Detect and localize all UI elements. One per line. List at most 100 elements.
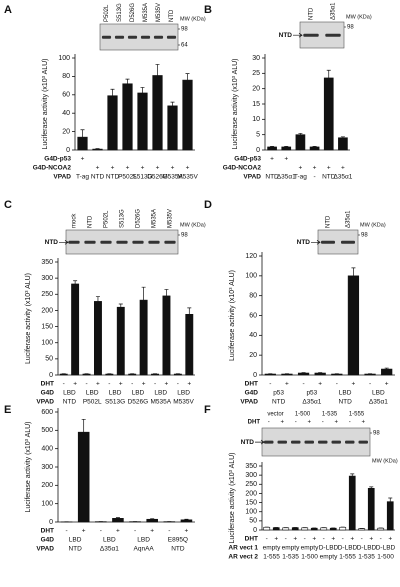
row-value: Δ35α1 <box>277 174 296 181</box>
row-label: G4D-p53 <box>44 156 71 163</box>
row-label: G4D-p53 <box>234 156 261 163</box>
error-bar <box>284 145 289 147</box>
y-tick-label: 0 <box>253 372 257 379</box>
gel-band <box>114 35 125 39</box>
bar <box>185 314 194 376</box>
bar <box>291 527 299 531</box>
bar <box>77 136 88 151</box>
band-arrow <box>255 439 265 445</box>
y-tick-label: 200 <box>245 490 257 497</box>
bar <box>137 92 148 151</box>
gel-band <box>318 440 328 444</box>
lane-label: S513G <box>120 209 126 228</box>
row-value: - <box>85 381 87 388</box>
lane-label: Δ35α1 <box>346 210 352 228</box>
y-tick-label: 20 <box>62 128 70 135</box>
row-value: Δ35α1 <box>333 174 352 181</box>
lane-label: M535A <box>152 209 158 228</box>
bar <box>146 518 158 523</box>
row-value: NTD <box>68 546 82 553</box>
row-value: T-ag <box>76 174 89 181</box>
lane-label: M535V <box>156 3 162 22</box>
y-tick-label: 250 <box>41 291 53 298</box>
error-bar <box>140 87 145 93</box>
gel-band <box>132 240 144 244</box>
gel-band <box>148 240 160 244</box>
row-value: + <box>141 165 145 172</box>
row-value: - <box>177 381 179 388</box>
lane-label: D526G <box>136 209 142 228</box>
gel-band <box>68 240 80 244</box>
error-bar <box>298 133 303 135</box>
row-value: M535V <box>177 174 198 181</box>
dht-value: + <box>307 420 311 426</box>
dht-value: + <box>361 420 365 426</box>
error-bar <box>270 145 275 147</box>
row-value: empty <box>282 545 300 552</box>
bar <box>263 526 271 531</box>
row-value: LBD <box>69 537 82 544</box>
panel-label: C <box>4 199 12 211</box>
error-bar <box>164 289 169 296</box>
band-arrow <box>59 240 69 245</box>
bar <box>152 75 163 151</box>
y-tick-label: 50 <box>249 518 257 525</box>
band-arrow <box>293 32 303 38</box>
gel-band <box>325 33 341 37</box>
row-value: - <box>108 381 110 388</box>
gel-band <box>341 240 355 244</box>
bar <box>180 519 193 523</box>
band-arrow <box>311 240 321 245</box>
row-value: Δ35α1 <box>302 399 321 406</box>
row-label: DHT <box>245 536 258 543</box>
bar <box>112 518 124 523</box>
error-bar <box>388 497 393 502</box>
y-axis-label: Luciferase activity (x10³ ALU) <box>232 58 239 149</box>
row-value: + <box>285 381 289 388</box>
error-bar <box>187 307 192 315</box>
row-value: + <box>352 381 356 388</box>
y-tick-label: 20 <box>252 86 260 93</box>
dht-value: - <box>349 420 351 426</box>
row-value: + <box>293 536 297 543</box>
bar <box>281 146 292 151</box>
bar <box>173 373 182 376</box>
row-value: + <box>116 528 120 535</box>
bar <box>167 105 178 151</box>
row-value: + <box>270 156 274 163</box>
row-value: LBD <box>339 390 352 397</box>
row-value: - <box>285 536 287 543</box>
error-bar <box>125 78 130 84</box>
row-value: LBD <box>137 537 150 544</box>
y-tick-label: 150 <box>245 499 257 506</box>
row-value: NTD <box>106 174 120 181</box>
y-tick-label: 200 <box>41 307 53 314</box>
row-value: - <box>361 536 363 543</box>
row-value: M535A <box>150 399 171 406</box>
y-tick-label: 0 <box>49 372 53 379</box>
band-label: NTD <box>45 239 59 246</box>
lane-label: M535V <box>168 209 174 228</box>
row-value: LBD <box>177 390 190 397</box>
row-value: D-LBD <box>338 545 358 552</box>
row-value: + <box>96 165 100 172</box>
row-value: + <box>385 381 389 388</box>
row-value: + <box>126 165 130 172</box>
mw-mark: 64 <box>181 43 188 49</box>
row-value: - <box>100 528 102 535</box>
error-bar <box>350 473 355 477</box>
lane-label: S513G <box>117 3 123 22</box>
row-value: + <box>327 165 331 172</box>
lane-group: 1-500 <box>295 412 311 418</box>
bar <box>297 372 310 376</box>
row-label: VPAD <box>243 174 261 181</box>
row-value: + <box>171 165 175 172</box>
row-value: empty <box>263 545 281 552</box>
y-tick-label: 300 <box>41 275 53 282</box>
row-value: + <box>111 165 115 172</box>
bar <box>320 527 328 531</box>
gel-band <box>153 35 164 39</box>
row-label: G4D <box>41 390 55 397</box>
row-value: S513G <box>105 399 125 406</box>
gel-band <box>303 33 319 37</box>
